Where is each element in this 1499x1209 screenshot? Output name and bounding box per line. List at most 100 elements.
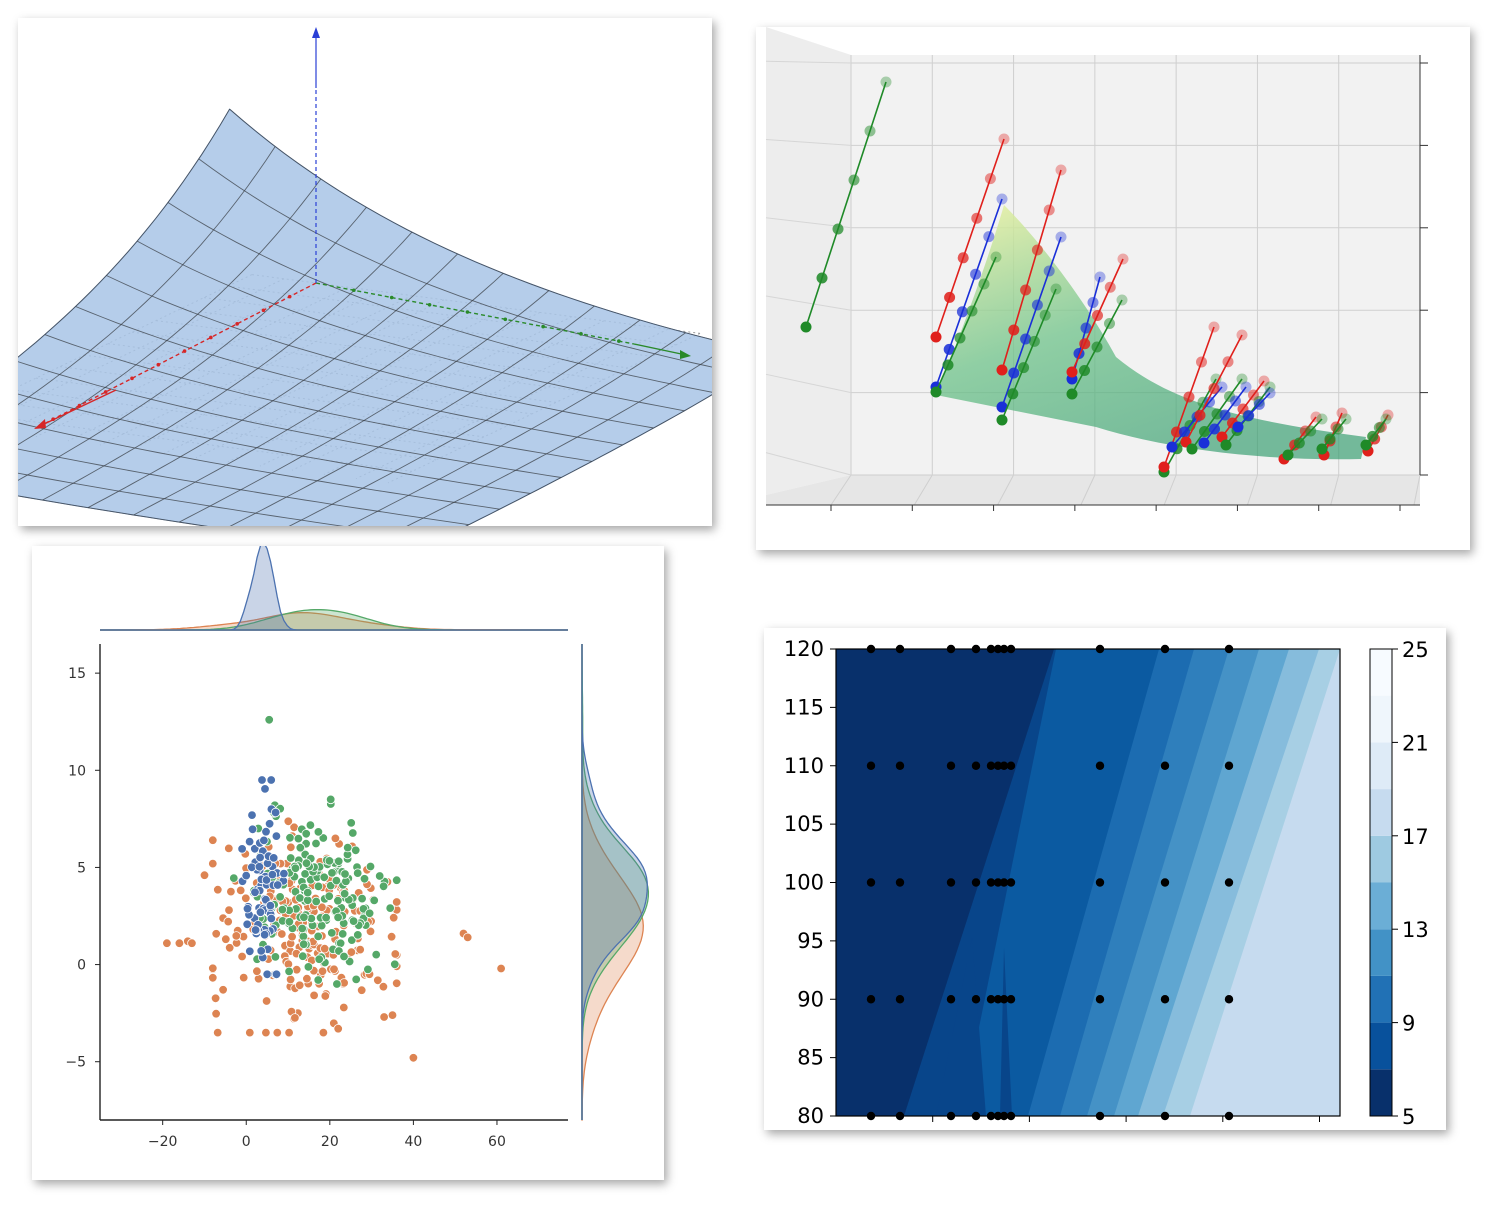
data-point	[1066, 366, 1078, 378]
scatter-point	[162, 938, 172, 948]
series-line	[935, 138, 1005, 338]
sample-point	[895, 761, 905, 770]
data-point	[1158, 461, 1170, 473]
sample-points	[866, 644, 1234, 1121]
surface-gridline	[18, 472, 344, 526]
sample-point	[999, 761, 1009, 770]
scatter-point	[257, 775, 267, 785]
scatter-point	[211, 1009, 221, 1019]
data-point	[1043, 265, 1055, 277]
y-tick-label: 110	[784, 754, 824, 778]
data-point	[1007, 388, 1019, 400]
scatter-point	[333, 1024, 343, 1034]
x-axis-tick	[235, 322, 239, 326]
scatter-point	[267, 869, 278, 880]
scatter-point	[255, 907, 266, 917]
top-marginal-kde	[100, 546, 568, 631]
data-point	[1264, 387, 1276, 399]
scatter-point	[210, 993, 221, 1004]
data-point	[1166, 441, 1178, 453]
scatter-point	[295, 893, 305, 903]
data-point	[1211, 408, 1223, 420]
data-point	[1305, 425, 1317, 437]
scatter-point	[277, 904, 288, 915]
colorbar-band	[1370, 789, 1392, 836]
scatter-point	[496, 963, 506, 974]
sample-point	[1006, 878, 1016, 887]
y-tick-label: 105	[784, 812, 824, 836]
data-point	[1336, 407, 1348, 419]
scatter-point	[371, 949, 381, 960]
scatter-point	[329, 964, 339, 975]
data-point	[1066, 388, 1078, 400]
colorbar-band	[1370, 742, 1392, 790]
scatter-point	[392, 897, 402, 907]
scatter-point	[275, 892, 285, 902]
data-point	[1055, 231, 1067, 243]
scatter-point	[299, 939, 309, 949]
scatter-point	[283, 816, 293, 827]
axes	[34, 27, 691, 429]
contour-band	[1000, 948, 1012, 1116]
scatter-point	[348, 828, 358, 838]
scatter-point	[284, 917, 295, 927]
scatter-point	[351, 974, 361, 985]
y-axis-tick	[503, 317, 508, 322]
gridline	[765, 373, 852, 394]
gridline	[1080, 474, 1096, 506]
colorbar-tick-label: 17	[1402, 825, 1429, 849]
sample-point	[866, 644, 876, 654]
surface-gridline	[18, 495, 208, 526]
data-point	[1043, 204, 1055, 216]
scatter-point	[295, 980, 305, 991]
scatter-points	[162, 715, 506, 1063]
data-point	[966, 305, 978, 317]
scatter-point	[272, 1027, 283, 1038]
data-point	[1230, 395, 1241, 407]
data-point	[1360, 439, 1372, 451]
colorbar-band	[1370, 1069, 1392, 1116]
scatter-point	[363, 964, 373, 975]
gridline	[1413, 474, 1421, 506]
data-point	[1219, 409, 1231, 421]
y-tick-label: 85	[797, 1046, 824, 1070]
surface-gridline	[406, 356, 712, 526]
x-axis-tick	[51, 417, 55, 421]
y-tick-label: −5	[65, 1055, 86, 1071]
scatter-point	[244, 836, 255, 847]
scatter-point	[266, 913, 277, 924]
data-point	[864, 125, 876, 137]
data-point	[990, 251, 1002, 263]
scatter-point	[299, 912, 309, 923]
surface-gridline	[465, 394, 712, 526]
scatter-point	[330, 833, 341, 844]
data-point	[1236, 329, 1248, 341]
x-axis-dashed	[39, 282, 317, 427]
scatter-point	[254, 862, 265, 872]
scatter-point	[314, 954, 324, 964]
scatter-point	[334, 856, 344, 867]
scatter-point	[379, 1012, 389, 1022]
sample-point	[993, 644, 1003, 654]
data-point	[1210, 373, 1222, 385]
colorbar-tick-label: 9	[1402, 1012, 1415, 1036]
sample-point	[866, 1111, 876, 1121]
scatter-point	[326, 794, 336, 805]
y-axis-tick	[465, 310, 470, 314]
surface-3d-panel	[18, 18, 712, 526]
colorbar-tick-label: 21	[1402, 731, 1429, 755]
scatter-point	[390, 959, 400, 970]
scatter-point	[237, 951, 247, 962]
data-point	[1104, 318, 1115, 329]
surface	[18, 108, 712, 526]
scatter-point	[286, 842, 296, 853]
scatter-point	[224, 843, 234, 854]
contour-fills	[836, 649, 1340, 1116]
scatter-point	[317, 966, 328, 977]
scatter-point	[311, 838, 321, 849]
data-point	[957, 252, 969, 264]
scatter-point	[287, 932, 297, 942]
y-axis-tick	[541, 324, 545, 329]
y-axis-arrow	[680, 350, 691, 359]
data-point	[944, 291, 956, 303]
